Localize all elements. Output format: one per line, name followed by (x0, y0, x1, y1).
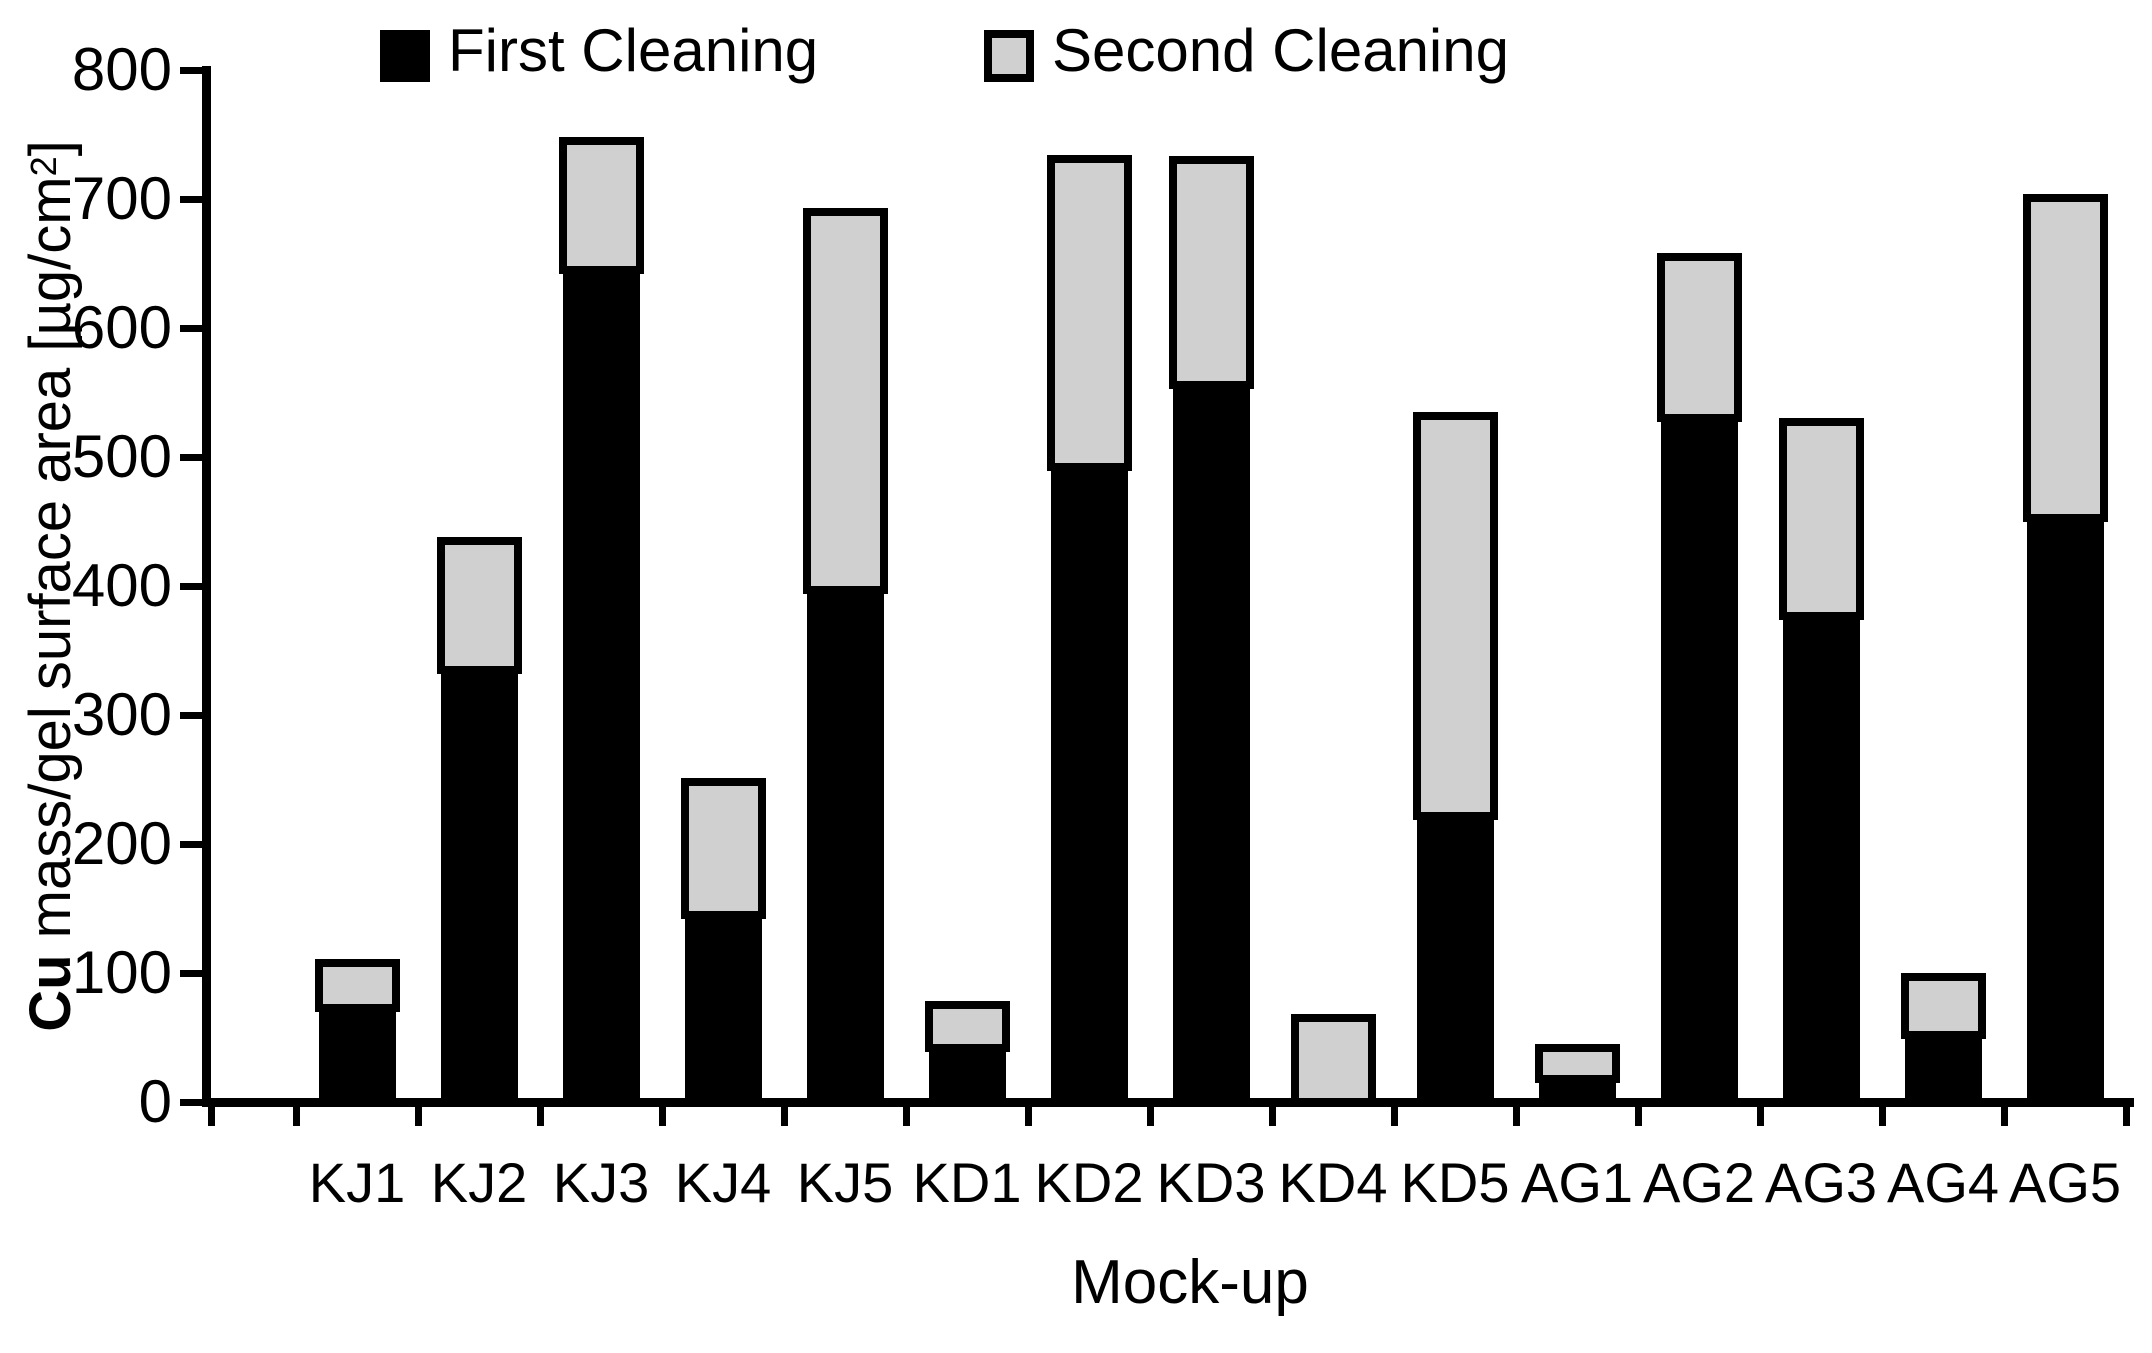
y-tick-label: 0 (138, 1068, 172, 1135)
y-axis-line (202, 66, 211, 1107)
bar-segment-first-cleaning-KJ4 (684, 910, 762, 1098)
y-axis-title-suffix: ] (18, 140, 83, 157)
bar-segment-second-cleaning-KJ5 (802, 207, 888, 594)
x-axis-tick (658, 1098, 666, 1126)
bar-segment-second-cleaning-KJ2 (436, 536, 522, 674)
x-category-label-KD2: KD2 (1034, 1151, 1144, 1214)
x-category-label-AG1: AG1 (1520, 1151, 1634, 1214)
bar-segment-second-cleaning-KJ4 (680, 778, 766, 919)
x-category-label-KJ3: KJ3 (552, 1151, 650, 1214)
y-axis-tick (180, 969, 206, 977)
x-axis-tick (1512, 1098, 1520, 1126)
bar-segment-second-cleaning-AG2 (1656, 253, 1742, 423)
legend-item-first-cleaning: First Cleaning (380, 16, 818, 86)
bar-segment-first-cleaning-KJ5 (806, 585, 884, 1098)
y-tick-label: 400 (71, 552, 172, 619)
y-axis-tick (180, 324, 206, 332)
x-category-label-KD3: KD3 (1156, 1151, 1266, 1214)
bar-segment-first-cleaning-AG3 (1782, 611, 1860, 1098)
x-axis-tick (536, 1098, 544, 1126)
second-cleaning-swatch-icon (984, 30, 1034, 82)
x-category-label-AG4: AG4 (1886, 1151, 2000, 1214)
bar-segment-first-cleaning-KJ3 (562, 265, 640, 1098)
x-axis-tick (208, 1098, 215, 1126)
y-tick-label: 500 (71, 423, 172, 490)
bar-segment-second-cleaning-KD2 (1046, 155, 1132, 472)
x-axis-tick (1878, 1098, 1886, 1126)
x-category-label-AG3: AG3 (1764, 1151, 1878, 1214)
legend-item-second-cleaning: Second Cleaning (984, 16, 1509, 86)
bar-segment-second-cleaning-KD5 (1412, 411, 1498, 820)
x-axis-title: Mock-up (1071, 1248, 1309, 1317)
bar-segment-first-cleaning-KJ1 (318, 1003, 396, 1098)
y-tick-label: 300 (71, 681, 172, 748)
x-axis-tick (1390, 1098, 1398, 1126)
y-axis-tick (180, 711, 206, 719)
y-axis-tick (180, 1098, 206, 1106)
bar-segment-second-cleaning-KJ3 (558, 136, 644, 274)
x-category-label-KD1: KD1 (912, 1151, 1022, 1214)
x-category-label-KJ2: KJ2 (430, 1151, 528, 1214)
y-axis-tick (180, 453, 206, 461)
bar-segment-first-cleaning-KD1 (928, 1043, 1006, 1098)
x-category-label-AG5: AG5 (2008, 1151, 2122, 1214)
x-category-label-KJ5: KJ5 (796, 1151, 894, 1214)
y-axis-tick (180, 66, 206, 74)
first-cleaning-swatch-icon (380, 30, 430, 82)
x-category-label-AG2: AG2 (1642, 1151, 1756, 1214)
y-tick-label: 600 (71, 294, 172, 361)
bar-segment-second-cleaning-KJ1 (314, 958, 400, 1012)
bar-segment-first-cleaning-AG2 (1660, 414, 1738, 1098)
x-axis-tick (1268, 1098, 1276, 1126)
bar-segment-first-cleaning-KJ2 (440, 665, 518, 1098)
y-tick-label: 100 (71, 939, 172, 1006)
bar-segment-second-cleaning-AG4 (1900, 972, 1986, 1039)
x-axis-tick (2000, 1098, 2008, 1126)
bar-segment-first-cleaning-KD5 (1416, 811, 1494, 1098)
bar-segment-second-cleaning-AG5 (2022, 193, 2108, 522)
x-axis-tick (780, 1098, 788, 1126)
bar-segment-first-cleaning-KD3 (1172, 380, 1250, 1098)
bar-segment-second-cleaning-KD1 (924, 1001, 1010, 1052)
x-axis-tick (414, 1098, 422, 1126)
bar-segment-first-cleaning-AG5 (2026, 513, 2104, 1098)
bar-segment-second-cleaning-KD3 (1168, 156, 1254, 389)
x-axis-tick (902, 1098, 910, 1126)
y-tick-label: 200 (71, 810, 172, 877)
bar-segment-second-cleaning-AG3 (1778, 418, 1864, 620)
x-axis-tick (292, 1098, 300, 1126)
legend-label-second-cleaning: Second Cleaning (1052, 17, 1510, 84)
y-tick-label: 800 (71, 36, 172, 103)
bar-segment-first-cleaning-KD2 (1050, 463, 1128, 1098)
bar-segment-first-cleaning-AG4 (1904, 1030, 1982, 1098)
y-axis-tick (180, 582, 206, 590)
x-axis-tick (1146, 1098, 1154, 1126)
x-category-label-KD5: KD5 (1400, 1151, 1510, 1214)
x-category-label-KJ4: KJ4 (674, 1151, 772, 1214)
bar-segment-second-cleaning-AG1 (1534, 1043, 1620, 1083)
bar-segment-second-cleaning-KD4 (1290, 1014, 1376, 1106)
y-axis-tick (180, 195, 206, 203)
y-axis-tick (180, 840, 206, 848)
x-category-label-KD4: KD4 (1278, 1151, 1388, 1214)
x-axis-tick (2122, 1098, 2130, 1126)
x-category-label-KJ1: KJ1 (308, 1151, 406, 1214)
x-axis-tick (1634, 1098, 1642, 1126)
x-axis-tick (1024, 1098, 1032, 1126)
legend-label-first-cleaning: First Cleaning (448, 17, 819, 84)
x-axis-line (202, 1098, 2134, 1107)
x-axis-tick (1756, 1098, 1764, 1126)
y-tick-label: 700 (71, 165, 172, 232)
